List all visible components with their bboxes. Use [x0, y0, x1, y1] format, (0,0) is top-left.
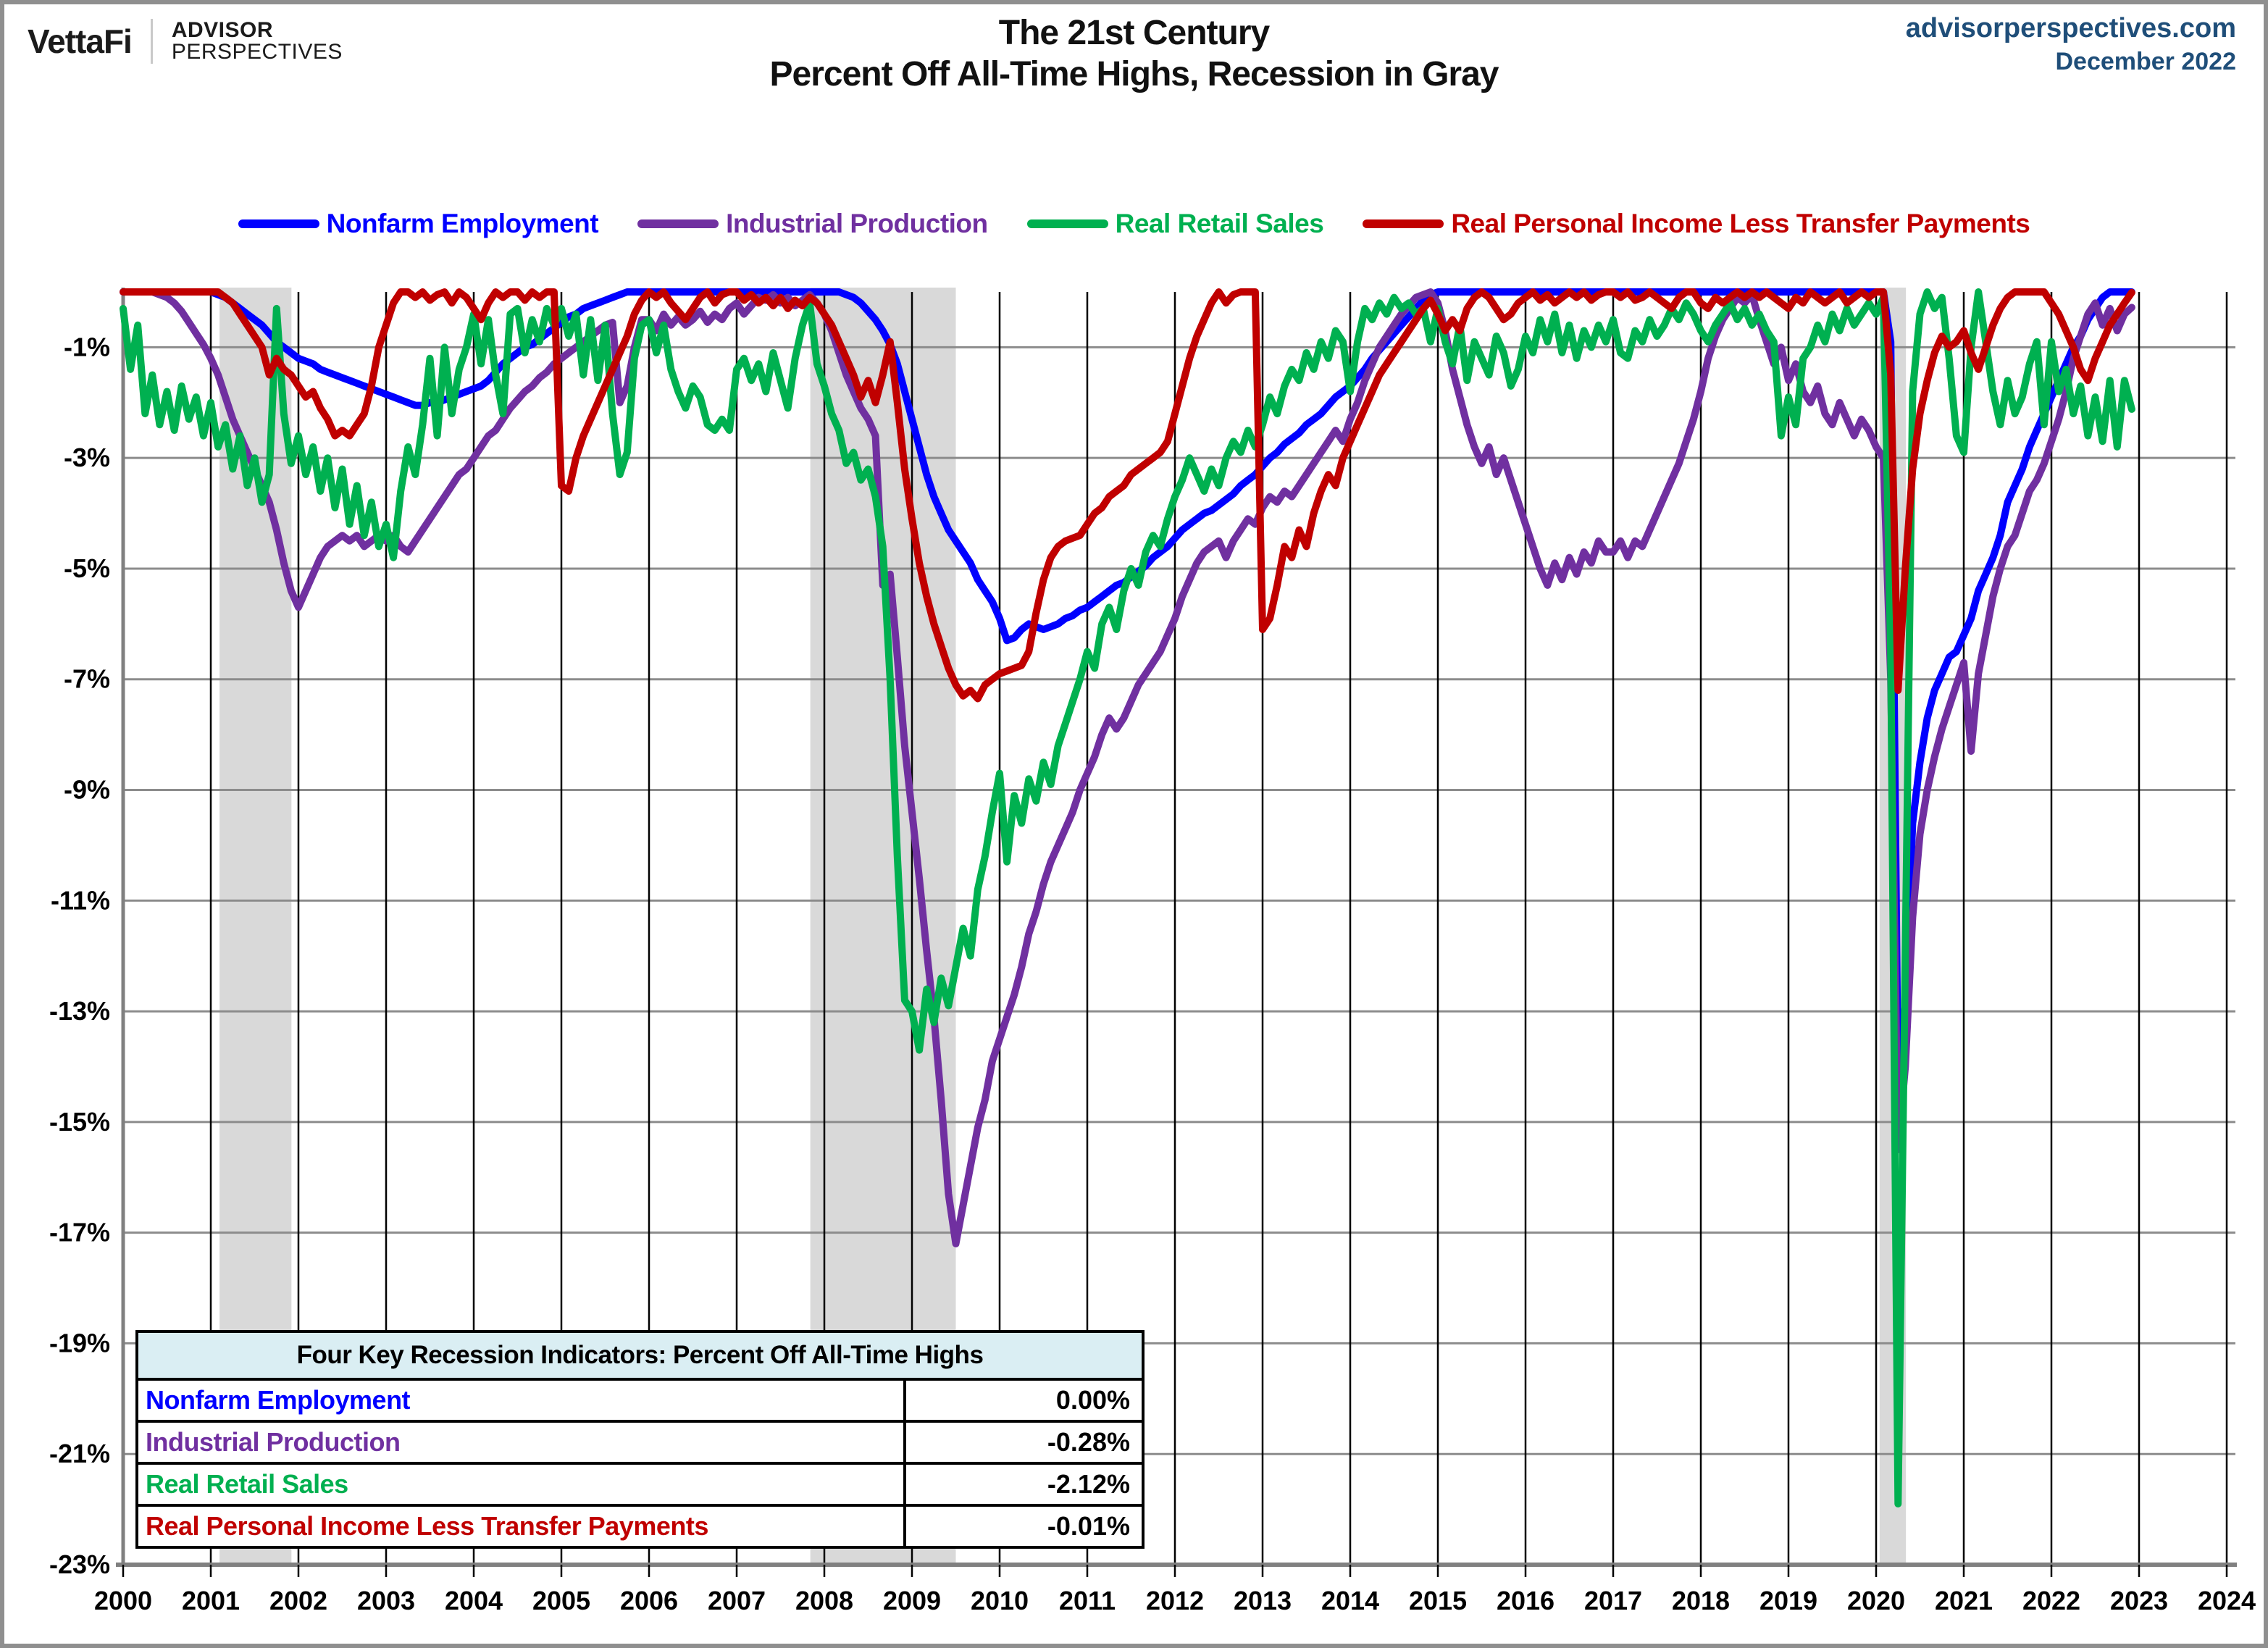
legend-item-real-retail-sales: Real Retail Sales	[1026, 209, 1324, 239]
table-row: Industrial Production -0.28%	[138, 1420, 1142, 1462]
table-row-label: Industrial Production	[138, 1423, 906, 1462]
x-axis-label: 2002	[269, 1586, 327, 1615]
y-axis-label: -11%	[51, 885, 110, 915]
table-row-label: Nonfarm Employment	[138, 1381, 906, 1420]
axes	[116, 288, 2237, 1577]
table-header: Four Key Recession Indicators: Percent O…	[138, 1333, 1142, 1378]
recession-indicators-table: Four Key Recession Indicators: Percent O…	[135, 1330, 1145, 1549]
y-axis-label: -9%	[64, 775, 110, 805]
x-axis-label: 2014	[1321, 1586, 1379, 1615]
site-url: advisorperspectives.com	[1905, 13, 2236, 43]
x-axis-label: 2003	[357, 1586, 415, 1615]
series-line-real-personal-income-less-transfer-payments	[120, 288, 2135, 703]
y-axis-label: -19%	[49, 1328, 110, 1358]
x-axis-label: 2020	[1847, 1586, 1905, 1615]
table-row-label: Real Personal Income Less Transfer Payme…	[138, 1507, 906, 1546]
y-axis-label: -7%	[64, 664, 110, 694]
table-row: Real Retail Sales -2.12%	[138, 1462, 1142, 1504]
table-row-value: -0.28%	[1047, 1427, 1130, 1457]
x-axis-label: 2007	[708, 1586, 766, 1615]
legend-label-nonfarm-employment: Nonfarm Employment	[326, 209, 599, 238]
table-row-value: -0.01%	[1047, 1511, 1130, 1541]
table-row-value: 0.00%	[1055, 1385, 1130, 1415]
source-attribution: advisorperspectives.com December 2022	[1906, 12, 2236, 77]
legend-swatch-real-retail-sales	[1026, 219, 1108, 228]
y-axis-label: -5%	[64, 553, 110, 583]
vettafi-advisor-perspectives-logo: VettaFi ADVISOR PERSPECTIVES	[28, 19, 343, 64]
advisor-perspectives-wordmark: ADVISOR PERSPECTIVES	[172, 20, 343, 63]
legend-label-industrial-production: Industrial Production	[726, 209, 988, 238]
legend-item-nonfarm-employment: Nonfarm Employment	[238, 209, 599, 239]
x-axis-label: 2008	[795, 1586, 853, 1615]
x-axis-label: 2000	[94, 1586, 152, 1615]
chart-title: The 21st Century Percent Off All-Time Hi…	[0, 13, 2268, 95]
y-axis-label: -17%	[49, 1218, 110, 1247]
legend-swatch-real-personal-income	[1363, 219, 1444, 228]
table-row: Real Personal Income Less Transfer Payme…	[138, 1504, 1142, 1546]
logo-divider	[150, 19, 153, 64]
series-lines	[120, 288, 2135, 1507]
publication-date: December 2022	[2055, 47, 2236, 75]
legend-swatch-industrial-production	[637, 219, 719, 228]
legend-item-real-personal-income: Real Personal Income Less Transfer Payme…	[1363, 209, 2030, 239]
x-axis-label: 2018	[1672, 1586, 1730, 1615]
x-axis-label: 2013	[1234, 1586, 1292, 1615]
y-axis-label: -15%	[49, 1107, 110, 1137]
y-axis-labels: -1% -3% -5% -7% -9% -11% -13% -15% -17% -19% -21% -…	[49, 332, 110, 1579]
legend-swatch-nonfarm-employment	[238, 219, 319, 228]
x-axis-label: 2006	[620, 1586, 678, 1615]
x-axis-label: 2004	[445, 1586, 503, 1615]
y-axis-label: -1%	[64, 332, 110, 361]
table-row: Nonfarm Employment 0.00%	[138, 1378, 1142, 1420]
y-axis-label: -21%	[49, 1439, 110, 1468]
series-line-real-retail-sales	[120, 288, 2135, 1507]
x-axis-label: 2022	[2022, 1586, 2080, 1615]
y-axis-label: -13%	[49, 996, 110, 1026]
x-axis-label: 2011	[1059, 1586, 1116, 1615]
x-axis-label: 2005	[532, 1586, 590, 1615]
x-axis-label: 2016	[1497, 1586, 1554, 1615]
x-axis-label: 2021	[1935, 1586, 1993, 1615]
x-axis-label: 2019	[1759, 1586, 1817, 1615]
x-axis-label: 2015	[1409, 1586, 1467, 1615]
vettafi-wordmark: VettaFi	[28, 22, 133, 60]
chart-title-line2: Percent Off All-Time Highs, Recession in…	[769, 54, 1499, 93]
x-axis-label: 2012	[1146, 1586, 1204, 1615]
series-line-industrial-production	[120, 288, 2135, 1247]
table-row-label: Real Retail Sales	[138, 1465, 906, 1504]
y-axis-label: -3%	[64, 443, 110, 472]
x-axis-label: 2010	[971, 1586, 1029, 1615]
x-axis-label: 2001	[182, 1586, 240, 1615]
logo-name-line2: PERSPECTIVES	[171, 40, 343, 64]
legend-label-real-retail-sales: Real Retail Sales	[1115, 209, 1324, 238]
x-axis-labels: 2000 2001 2002 2003 2004 2005 2006 2007 2008 2009…	[94, 1586, 2256, 1615]
x-axis-label: 2023	[2110, 1586, 2168, 1615]
logo-name-line1: ADVISOR	[171, 18, 274, 42]
chart-title-line1: The 21st Century	[998, 14, 1270, 52]
horizontal-gridlines	[123, 346, 2235, 1455]
legend: Nonfarm Employment Industrial Production…	[0, 209, 2268, 239]
table-row-value: -2.12%	[1047, 1469, 1130, 1499]
x-axis-label: 2017	[1584, 1586, 1642, 1615]
legend-label-real-personal-income: Real Personal Income Less Transfer Payme…	[1451, 209, 2030, 238]
legend-item-industrial-production: Industrial Production	[637, 209, 988, 239]
y-axis-label: -23%	[49, 1549, 110, 1579]
x-axis-label: 2024	[2198, 1586, 2256, 1615]
x-axis-label: 2009	[883, 1586, 941, 1615]
